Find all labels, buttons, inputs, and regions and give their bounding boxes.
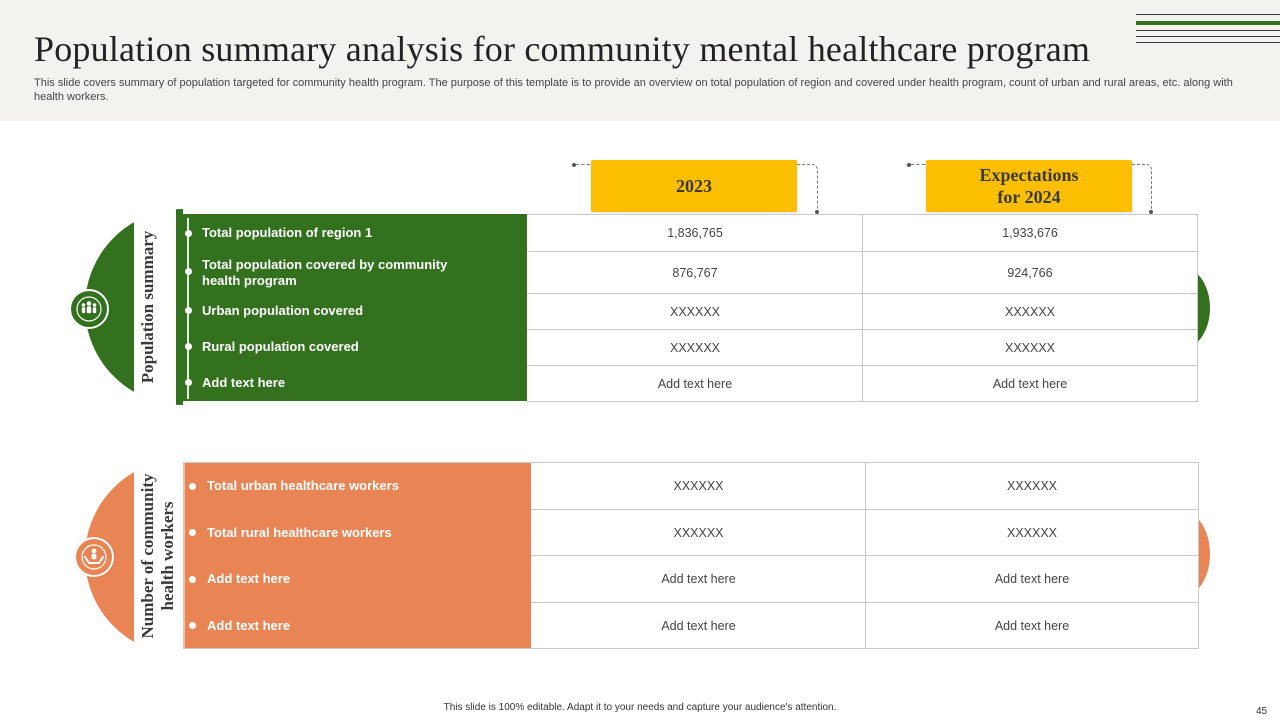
slide-title: Population summary analysis for communit… xyxy=(34,29,1091,69)
column-header-2024-line2: for 2024 xyxy=(997,187,1061,207)
cell-2024: 1,933,676 xyxy=(863,215,1197,251)
workers-label-column xyxy=(183,462,531,649)
column-header-2023: 2023 xyxy=(591,160,797,212)
cell-2023: XXXXXX xyxy=(532,463,865,509)
cell-2023: XXXXXX xyxy=(528,330,862,365)
cell-2024: XXXXXX xyxy=(863,294,1197,329)
cell-2023: 1,836,765 xyxy=(528,215,862,251)
row-label: Total rural healthcare workers xyxy=(207,524,392,540)
cell-2024: Add text here xyxy=(866,603,1198,648)
cell-2024: Add text here xyxy=(863,366,1197,401)
column-header-2024-line1: Expectations xyxy=(979,165,1079,185)
cell-2024: 924,766 xyxy=(863,252,1197,293)
row-label: Rural population covered xyxy=(202,339,359,354)
cell-2024: XXXXXX xyxy=(866,463,1198,509)
cell-2024: XXXXXX xyxy=(866,510,1198,555)
footer-note: This slide is 100% editable. Adapt it to… xyxy=(443,702,837,713)
cell-2023: XXXXXX xyxy=(528,294,862,329)
slide-subtitle: This slide covers summary of population … xyxy=(34,77,1233,103)
cell-2023: XXXXXX xyxy=(532,510,865,555)
page-number: 45 xyxy=(1256,706,1268,717)
row-label: Add text here xyxy=(207,571,291,586)
row-label: Total population of region 1 xyxy=(202,224,373,240)
population-label-column xyxy=(176,214,527,401)
column-header-2024: Expectations for 2024 xyxy=(926,160,1132,212)
health-workers-label: Number of community health workers xyxy=(138,473,177,639)
header-band: Population summary analysis for communit… xyxy=(0,0,1280,121)
cell-2024: XXXXXX xyxy=(863,330,1197,365)
population-summary-label: Population summary xyxy=(138,230,157,384)
cell-2023: Add text here xyxy=(528,366,862,401)
row-label: Add text here xyxy=(207,617,291,633)
row-label: Total urban healthcare workers xyxy=(207,478,399,493)
cell-2023: Add text here xyxy=(532,556,865,602)
row-label: Total population covered by community hea… xyxy=(202,256,448,288)
row-label: Urban population covered xyxy=(202,303,364,318)
cell-2024: Add text here xyxy=(866,556,1198,602)
cell-2023: Add text here xyxy=(532,603,865,648)
cell-2023: 876,767 xyxy=(528,252,862,293)
people-group-icon xyxy=(69,289,109,329)
row-label: Add text here xyxy=(202,375,286,390)
hands-person-icon xyxy=(74,537,114,577)
